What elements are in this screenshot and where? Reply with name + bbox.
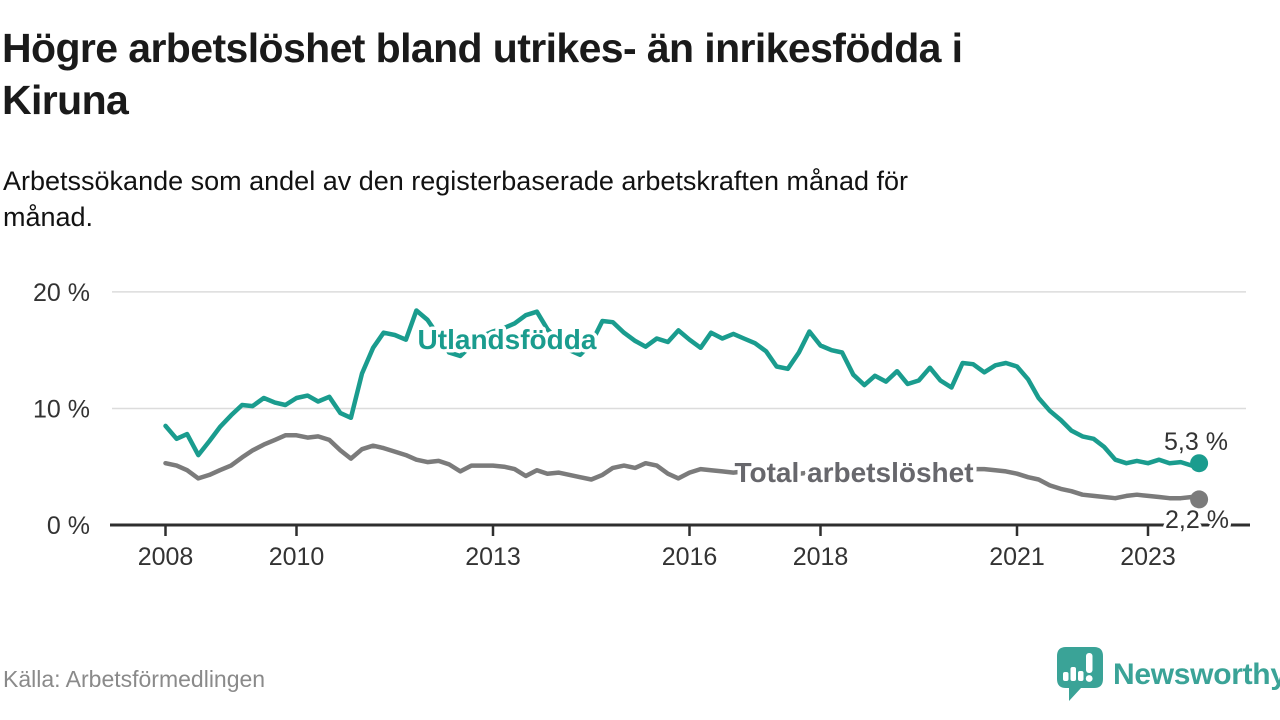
svg-text:20 %: 20 % bbox=[33, 279, 90, 307]
page-title-line-2: Kiruna bbox=[2, 77, 129, 123]
series-label-total-arbetsloshet: Total arbetslöshet bbox=[734, 457, 973, 488]
x-axis-ticks bbox=[164, 525, 1150, 536]
newsworthy-speech-bubble-icon bbox=[1057, 647, 1103, 701]
svg-text:2023: 2023 bbox=[1120, 543, 1176, 571]
svg-text:2008: 2008 bbox=[138, 543, 194, 571]
svg-text:0 %: 0 % bbox=[47, 512, 90, 540]
x-axis-labels: 2008 2010 2013 2016 2018 2021 2023 bbox=[138, 543, 1176, 571]
svg-text:10 %: 10 % bbox=[33, 395, 90, 423]
newsworthy-wordmark: Newsworthy bbox=[1113, 657, 1280, 691]
end-dot-utlandsfodda bbox=[1190, 454, 1209, 473]
series-label-utlandsfodda: Utlandsfödda bbox=[418, 324, 597, 355]
line-total-arbetsloshet bbox=[163, 433, 1202, 502]
line-utlandsfodda bbox=[163, 308, 1202, 468]
svg-text:2016: 2016 bbox=[662, 543, 718, 571]
chart-subtitle-line-1: Arbetssökande som andel av den registerb… bbox=[3, 166, 909, 196]
logo-bar-1 bbox=[1063, 672, 1069, 681]
svg-text:2013: 2013 bbox=[465, 543, 521, 571]
chart-subtitle-line-2: månad. bbox=[3, 202, 94, 232]
chart-subtitle: Arbetssökande som andel av den registerb… bbox=[3, 163, 1259, 235]
logo-exclamation-bar bbox=[1086, 653, 1093, 673]
gridlines bbox=[112, 291, 1246, 410]
source-caption: Källa: Arbetsförmedlingen bbox=[3, 666, 266, 692]
end-dot-total bbox=[1190, 490, 1209, 509]
end-value-label-utlandsfodda: 5,3 % bbox=[1164, 428, 1228, 456]
page-title: Högre arbetslöshet bland utrikes- än inr… bbox=[2, 22, 1258, 126]
svg-text:2018: 2018 bbox=[793, 543, 849, 571]
svg-text:2010: 2010 bbox=[269, 543, 325, 571]
logo-exclamation-dot bbox=[1085, 675, 1093, 682]
logo-bar-3 bbox=[1078, 671, 1084, 681]
end-value-label-total: 2,2 % bbox=[1165, 506, 1229, 534]
logo-bar-2 bbox=[1070, 667, 1076, 681]
y-axis-labels: 0 % 10 % 20 % bbox=[33, 279, 90, 540]
newsworthy-logo: Newsworthy bbox=[1056, 646, 1280, 703]
svg-text:2021: 2021 bbox=[989, 543, 1045, 571]
page-title-line-1: Högre arbetslöshet bland utrikes- än inr… bbox=[2, 25, 963, 71]
